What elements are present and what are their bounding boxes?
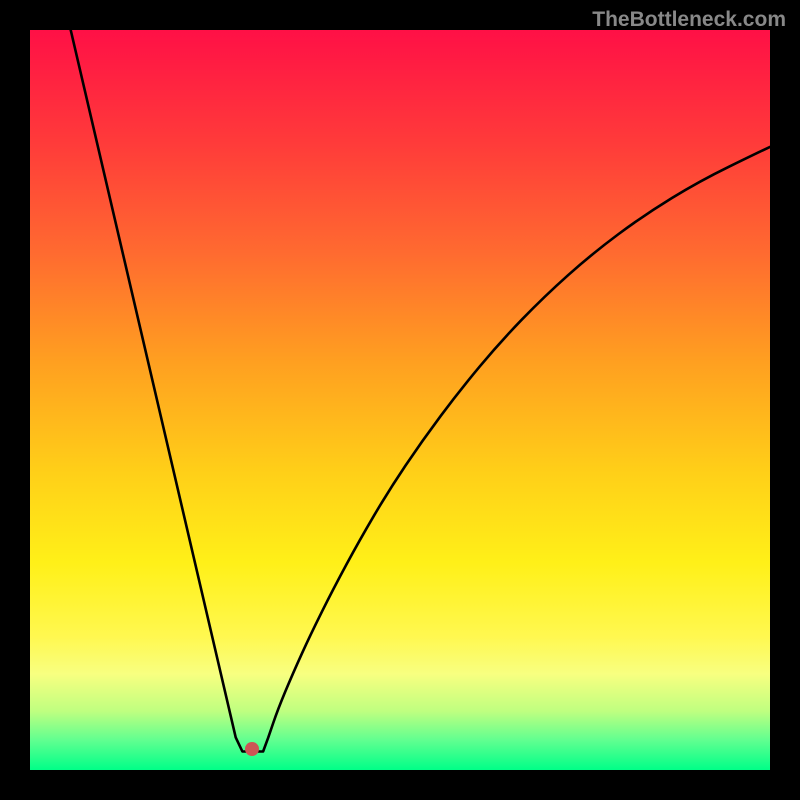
chart-frame <box>30 30 770 770</box>
watermark-text: TheBottleneck.com <box>592 8 786 32</box>
bottleneck-curve <box>30 30 770 770</box>
curve-marker-dot <box>245 742 259 756</box>
